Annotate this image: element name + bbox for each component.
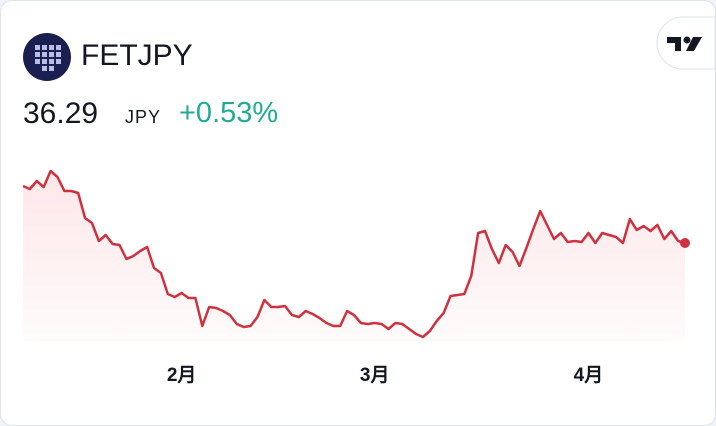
symbol-logo — [23, 33, 71, 81]
symbol-name[interactable]: FETJPY — [81, 39, 193, 72]
price-line — [22, 169, 686, 339]
x-tick-label: 4月 — [574, 365, 604, 386]
tradingview-logo[interactable] — [656, 16, 715, 70]
last-price: 36.29 — [23, 97, 99, 130]
price-change: +0.53% — [179, 97, 279, 129]
last-point — [680, 238, 690, 248]
currency: JPY — [125, 107, 162, 127]
x-tick-label: 3月 — [360, 365, 390, 386]
x-tick-label: 2月 — [167, 365, 197, 386]
